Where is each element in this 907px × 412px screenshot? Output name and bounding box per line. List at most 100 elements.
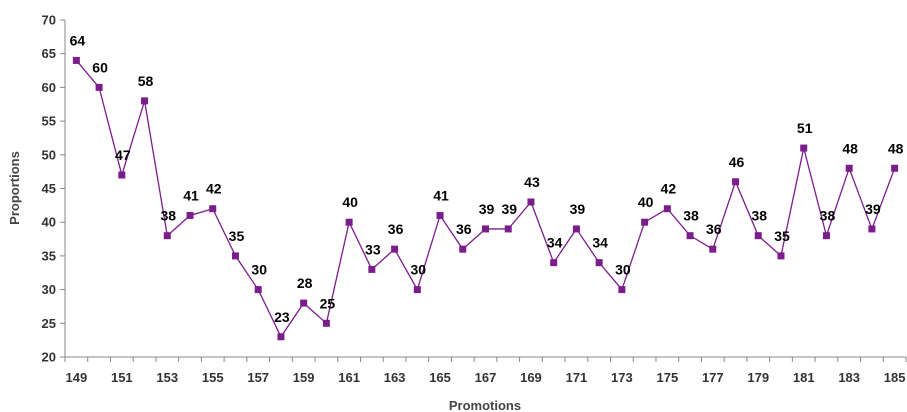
y-tick-label: 55 <box>42 114 56 129</box>
data-point <box>345 218 353 226</box>
data-point <box>754 232 762 240</box>
data-label: 41 <box>433 187 449 203</box>
data-point <box>322 319 330 327</box>
x-tick-label: 161 <box>338 370 360 385</box>
data-point <box>436 211 444 219</box>
data-point <box>118 171 126 179</box>
data-label: 46 <box>729 154 745 170</box>
x-tick-label: 171 <box>566 370 588 385</box>
data-label: 30 <box>411 262 427 278</box>
data-label: 25 <box>320 295 336 311</box>
data-label: 34 <box>547 235 563 251</box>
x-tick-label: 155 <box>202 370 224 385</box>
data-label: 30 <box>615 262 631 278</box>
x-axis-title: Promotions <box>449 398 521 412</box>
data-point <box>641 218 649 226</box>
x-tick-label: 175 <box>656 370 678 385</box>
y-tick-label: 25 <box>42 316 56 331</box>
data-point <box>231 252 239 260</box>
data-point <box>618 286 626 294</box>
data-label: 28 <box>297 275 313 291</box>
y-tick-label: 35 <box>42 248 56 263</box>
data-point <box>209 205 217 213</box>
data-label: 38 <box>820 208 836 224</box>
x-tick-label: 179 <box>747 370 769 385</box>
data-point <box>277 333 285 341</box>
x-tick-label: 181 <box>793 370 815 385</box>
data-point <box>300 299 308 307</box>
data-point <box>709 245 717 253</box>
x-tick-label: 151 <box>111 370 133 385</box>
x-tick-label: 165 <box>429 370 451 385</box>
data-label: 41 <box>183 187 199 203</box>
x-axis-ticks: 149 151 153 155 157 159 161 163 165 167 169 171 173 1… <box>64 357 907 385</box>
x-tick-label: 149 <box>66 370 88 385</box>
data-label: 35 <box>229 228 245 244</box>
data-points <box>72 56 899 341</box>
data-point <box>413 286 421 294</box>
data-label: 36 <box>456 221 472 237</box>
x-tick-label: 153 <box>156 370 178 385</box>
data-point <box>572 225 580 233</box>
data-point <box>822 232 830 240</box>
data-point <box>732 178 740 186</box>
y-tick-label: 60 <box>42 80 56 95</box>
data-point <box>368 265 376 273</box>
data-label: 39 <box>570 201 586 217</box>
data-label: 23 <box>274 309 290 325</box>
data-label: 35 <box>774 228 790 244</box>
y-tick-label: 20 <box>42 350 56 365</box>
data-point <box>391 245 399 253</box>
data-point <box>95 83 103 91</box>
data-label: 39 <box>501 201 517 217</box>
data-point <box>72 56 80 64</box>
y-tick-label: 40 <box>42 215 56 230</box>
data-label: 30 <box>251 262 267 278</box>
data-label: 60 <box>92 59 108 75</box>
data-point <box>254 286 262 294</box>
y-tick-label: 50 <box>42 147 56 162</box>
data-point <box>595 259 603 267</box>
x-tick-label: 177 <box>702 370 724 385</box>
y-axis-ticks: 20 25 30 35 40 45 50 55 60 65 70 <box>42 13 65 365</box>
data-label: 51 <box>797 120 813 136</box>
data-labels: 64 60 47 58 38 41 42 35 30 23 28 25 40 33 36 30 41 36 39 39… <box>70 32 904 324</box>
x-tick-label: 157 <box>247 370 269 385</box>
data-point <box>550 259 558 267</box>
y-tick-label: 45 <box>42 181 56 196</box>
data-label: 33 <box>365 241 381 257</box>
data-point <box>868 225 876 233</box>
x-tick-label: 159 <box>293 370 315 385</box>
data-label: 40 <box>342 194 358 210</box>
data-label: 39 <box>479 201 495 217</box>
data-point <box>459 245 467 253</box>
data-point <box>845 164 853 172</box>
y-tick-label: 70 <box>42 13 56 28</box>
x-tick-label: 185 <box>884 370 906 385</box>
data-point <box>777 252 785 260</box>
data-label: 43 <box>524 174 540 190</box>
x-tick-label: 167 <box>475 370 497 385</box>
data-point <box>186 211 194 219</box>
data-point <box>686 232 694 240</box>
data-label: 48 <box>888 140 904 156</box>
data-label: 48 <box>842 140 858 156</box>
data-point <box>527 198 535 206</box>
y-tick-label: 65 <box>42 46 56 61</box>
x-tick-label: 163 <box>384 370 406 385</box>
data-label: 40 <box>638 194 654 210</box>
data-label: 36 <box>388 221 404 237</box>
x-tick-label: 183 <box>838 370 860 385</box>
data-label: 38 <box>160 208 176 224</box>
data-point <box>482 225 489 233</box>
data-label: 38 <box>683 208 699 224</box>
data-point <box>891 164 899 172</box>
data-label: 39 <box>865 201 881 217</box>
data-point <box>663 205 671 213</box>
x-tick-label: 173 <box>611 370 633 385</box>
data-point <box>504 225 512 233</box>
data-label: 34 <box>592 235 608 251</box>
data-label: 36 <box>706 221 722 237</box>
data-label: 47 <box>115 147 131 163</box>
